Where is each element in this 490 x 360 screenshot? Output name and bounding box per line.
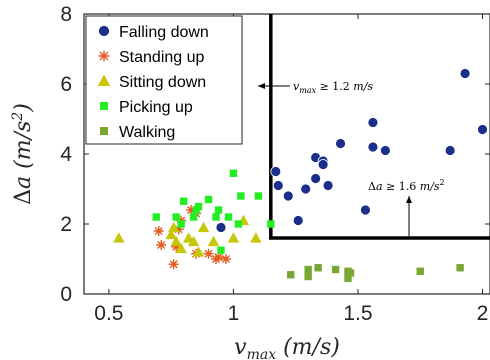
tick-layer: 0.5 1 1.5 2 0 2 4 6 8 <box>60 3 490 325</box>
data-point <box>187 235 200 247</box>
legend-label: Falling down <box>119 24 209 41</box>
data-point <box>314 264 322 272</box>
data-point <box>310 173 322 184</box>
data-point <box>204 195 213 204</box>
data-point <box>197 221 210 233</box>
y-tick-label: 8 <box>60 3 72 26</box>
data-point <box>229 169 238 177</box>
data-point <box>214 206 223 214</box>
legend-marker <box>98 25 110 37</box>
data-point <box>152 213 160 221</box>
data-point <box>113 232 125 243</box>
data-point <box>177 220 185 228</box>
data-point <box>173 224 184 235</box>
data-point <box>167 221 180 233</box>
legend-label: Sitting down <box>119 74 206 91</box>
x-tick-label: 1 <box>228 302 240 325</box>
data-point <box>322 180 334 191</box>
data-point <box>168 259 179 270</box>
svg-text:vmax ≥ 1.2 m/s: vmax ≥ 1.2 m/s <box>293 80 373 95</box>
data-point <box>171 241 182 252</box>
data-point <box>282 190 294 202</box>
data-point <box>213 252 224 263</box>
x-tick-label: 0.5 <box>94 302 123 325</box>
data-point <box>317 159 329 170</box>
data-point <box>254 192 263 200</box>
data-points <box>113 68 488 282</box>
data-point <box>189 213 198 221</box>
legend-box <box>85 15 243 145</box>
series-picking-up <box>152 169 275 254</box>
x-tick-label: 2 <box>477 302 489 325</box>
legend-label: Standing up <box>119 49 205 66</box>
data-point <box>207 235 220 247</box>
data-point <box>170 235 182 247</box>
data-point <box>379 145 391 156</box>
data-point <box>203 248 214 259</box>
y-tick-label: 2 <box>60 213 72 236</box>
legend: Falling down Standing up Sitting down Picki… <box>85 15 243 145</box>
data-point <box>250 232 262 243</box>
data-point <box>267 220 275 228</box>
data-point <box>220 254 231 264</box>
data-point <box>156 240 167 250</box>
threshold-boundary <box>269 14 490 240</box>
data-point <box>224 213 233 221</box>
legend-label: Picking up <box>119 99 193 116</box>
data-point <box>153 226 164 236</box>
data-point <box>292 215 304 226</box>
data-point <box>272 180 284 191</box>
x-tick-label: 1.5 <box>343 302 372 325</box>
data-point <box>335 138 346 149</box>
data-point <box>212 213 220 221</box>
series-falling-down <box>215 68 488 233</box>
data-point <box>270 166 282 177</box>
data-point <box>300 183 312 195</box>
data-point <box>194 202 203 211</box>
legend-marker <box>100 127 108 135</box>
data-point <box>172 213 180 221</box>
y-tick-label: 0 <box>60 283 72 306</box>
y-axis-label: Δa (m/s2) <box>10 103 36 205</box>
data-point <box>367 117 379 128</box>
data-point <box>444 145 456 156</box>
svg-text:Δa ≥ 1.6 m/s2: Δa ≥ 1.6 m/s2 <box>368 178 445 193</box>
y-tick-label: 4 <box>60 143 72 166</box>
data-point <box>459 68 471 79</box>
legend-marker <box>100 102 108 110</box>
legend-marker <box>97 74 111 87</box>
data-point <box>456 264 464 272</box>
data-point <box>304 265 312 274</box>
threshold-region <box>269 14 490 240</box>
data-point <box>477 124 488 135</box>
data-point <box>215 222 227 233</box>
annotation-vmax: vmax ≥ 1.2 m/s <box>258 80 373 95</box>
annotation-delta-a: Δa ≥ 1.6 m/s2 <box>368 178 445 236</box>
y-tick-label: 6 <box>60 73 72 96</box>
series-walking <box>287 264 464 282</box>
legend-marker <box>98 50 110 62</box>
data-point <box>165 228 177 240</box>
data-point <box>331 265 340 274</box>
legend-label: Walking <box>119 124 175 141</box>
data-point <box>360 204 371 216</box>
data-point <box>234 220 243 228</box>
data-point <box>304 272 312 281</box>
data-point <box>179 197 188 205</box>
data-point <box>237 192 245 200</box>
data-point <box>346 269 355 277</box>
x-axis-label: vmax (m/s) <box>234 335 340 360</box>
data-point <box>217 246 225 254</box>
data-point <box>287 271 295 279</box>
data-point <box>192 246 205 257</box>
data-point <box>175 242 187 254</box>
data-point <box>344 274 352 282</box>
data-point <box>416 267 424 275</box>
data-point <box>227 232 240 243</box>
data-point <box>367 141 379 153</box>
data-point <box>186 205 197 215</box>
